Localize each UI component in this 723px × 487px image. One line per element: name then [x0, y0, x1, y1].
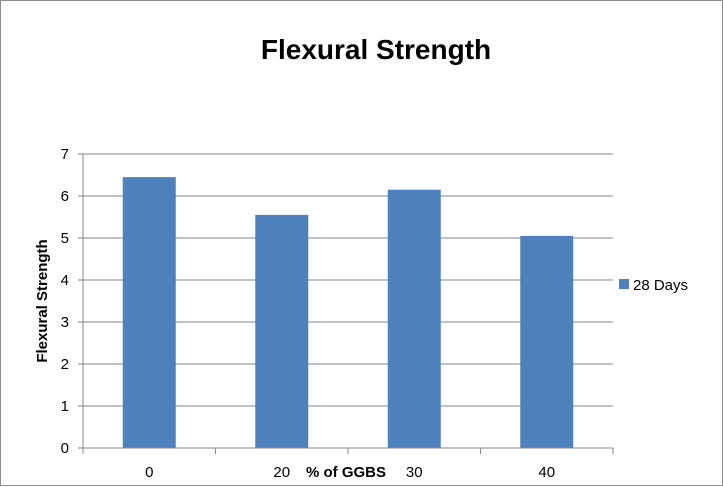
x-tick-label: 20 [273, 464, 290, 481]
y-tick-label: 3 [61, 314, 69, 331]
y-axis-title: Flexural Strength [34, 239, 51, 362]
chart-title: Flexural Strength [261, 34, 491, 65]
y-tick-label: 1 [61, 398, 69, 415]
y-axis-ticks: 0 1 2 3 4 5 6 7 [61, 146, 83, 457]
bar-40 [520, 235, 574, 448]
y-tick-label: 0 [61, 440, 69, 457]
bar-30 [387, 189, 441, 448]
y-tick-label: 6 [61, 188, 69, 205]
y-tick-label: 5 [61, 230, 69, 247]
bar-0 [122, 177, 176, 448]
legend-label: 28 Days [633, 277, 688, 294]
bar-20 [255, 214, 309, 448]
x-tick-label: 40 [538, 464, 555, 481]
bars [122, 177, 574, 448]
y-tick-label: 7 [61, 146, 69, 163]
legend: 28 Days [619, 277, 688, 294]
x-tick-label: 30 [406, 464, 423, 481]
x-tick-label: 0 [145, 464, 153, 481]
y-tick-label: 4 [61, 272, 69, 289]
x-axis-title: % of GGBS [306, 464, 386, 481]
legend-swatch [619, 279, 629, 289]
y-tick-label: 2 [61, 356, 69, 373]
x-axis-ticks: 0 20 30 40 [82, 448, 614, 481]
